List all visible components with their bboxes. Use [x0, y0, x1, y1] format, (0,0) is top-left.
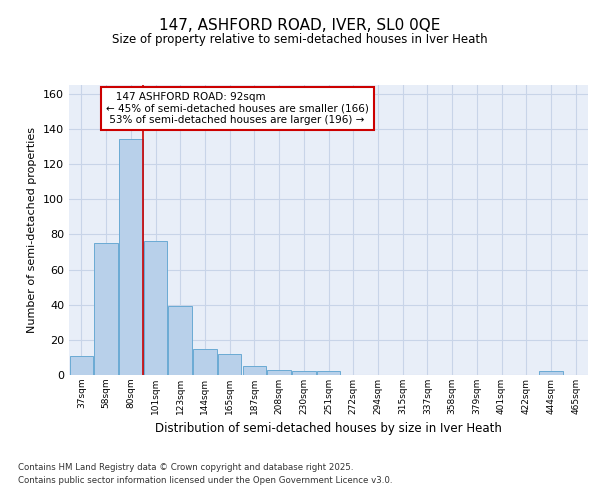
Bar [144, 242, 167, 375]
Bar [539, 372, 563, 375]
Bar [292, 372, 316, 375]
X-axis label: Distribution of semi-detached houses by size in Iver Heath: Distribution of semi-detached houses by … [155, 422, 502, 436]
Text: Contains HM Land Registry data © Crown copyright and database right 2025.: Contains HM Land Registry data © Crown c… [18, 462, 353, 471]
Bar [242, 366, 266, 375]
Text: 147 ASHFORD ROAD: 92sqm
← 45% of semi-detached houses are smaller (166)
 53% of : 147 ASHFORD ROAD: 92sqm ← 45% of semi-de… [106, 92, 369, 125]
Bar [70, 356, 93, 375]
Bar [94, 243, 118, 375]
Text: Size of property relative to semi-detached houses in Iver Heath: Size of property relative to semi-detach… [112, 32, 488, 46]
Text: 147, ASHFORD ROAD, IVER, SL0 0QE: 147, ASHFORD ROAD, IVER, SL0 0QE [160, 18, 440, 32]
Bar [268, 370, 291, 375]
Bar [119, 140, 143, 375]
Bar [218, 354, 241, 375]
Bar [169, 306, 192, 375]
Text: Contains public sector information licensed under the Open Government Licence v3: Contains public sector information licen… [18, 476, 392, 485]
Bar [317, 372, 340, 375]
Bar [193, 348, 217, 375]
Y-axis label: Number of semi-detached properties: Number of semi-detached properties [28, 127, 37, 333]
